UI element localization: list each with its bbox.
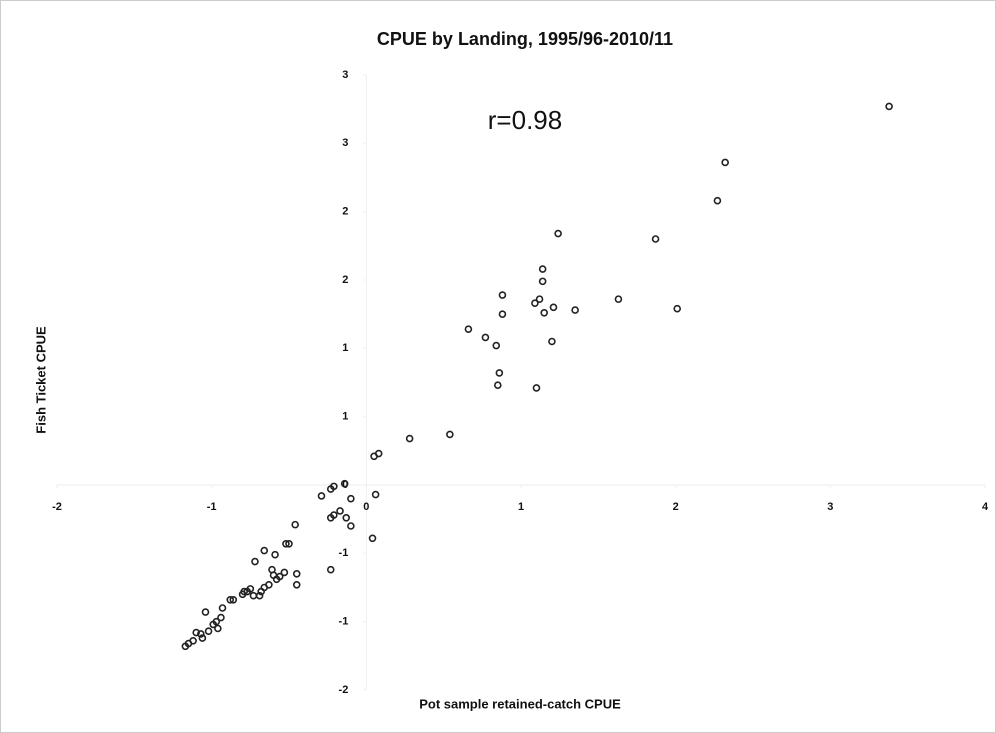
point	[217, 613, 225, 622]
point	[554, 229, 562, 238]
point	[260, 546, 269, 555]
point	[368, 534, 377, 543]
point	[198, 634, 207, 642]
point	[197, 630, 205, 638]
point	[535, 295, 544, 303]
point	[271, 550, 279, 559]
point	[317, 492, 326, 500]
y-tick-label: 2	[342, 206, 348, 218]
y-tick-label: -1	[339, 616, 349, 628]
point	[291, 520, 299, 529]
point	[255, 591, 264, 600]
point	[201, 608, 210, 616]
chart-title: CPUE by Landing, 1995/96-2010/11	[377, 29, 673, 49]
point	[885, 102, 893, 111]
point	[498, 310, 507, 318]
point	[614, 295, 623, 303]
point	[218, 604, 227, 612]
point	[549, 303, 558, 312]
x-tick-label: -2	[52, 501, 62, 513]
point	[347, 522, 355, 530]
point	[446, 430, 454, 439]
x-tick-label: 1	[518, 501, 524, 513]
point	[571, 306, 579, 314]
point	[347, 494, 355, 503]
point	[538, 277, 547, 286]
point	[370, 452, 378, 461]
point	[342, 513, 351, 522]
point	[251, 557, 259, 566]
point	[531, 299, 539, 308]
point	[481, 333, 490, 342]
point	[336, 507, 344, 515]
point	[493, 381, 502, 390]
y-tick-label: -2	[339, 684, 349, 696]
point	[498, 291, 507, 299]
point	[272, 575, 281, 584]
point	[209, 620, 218, 629]
x-tick-label: 4	[982, 501, 989, 513]
y-tick-label: 1	[342, 411, 348, 423]
point	[214, 624, 222, 633]
y-tick-label: 2	[342, 274, 348, 286]
point	[326, 513, 335, 522]
point	[371, 490, 380, 499]
point	[226, 595, 235, 604]
point	[292, 570, 301, 578]
x-tick-label: 2	[673, 501, 679, 513]
point	[538, 265, 547, 273]
point	[721, 158, 729, 167]
point	[181, 642, 190, 651]
point	[285, 539, 293, 548]
point	[326, 565, 335, 574]
y-tick-label: 3	[342, 69, 348, 81]
point	[280, 568, 289, 577]
point	[192, 628, 200, 637]
point	[651, 235, 660, 243]
point	[548, 337, 556, 346]
x-axis-label: Pot sample retained-catch CPUE	[419, 696, 621, 711]
point	[495, 369, 504, 377]
x-tick-label: 0	[363, 501, 369, 513]
point	[464, 325, 473, 334]
y-tick-label: 1	[342, 342, 348, 354]
point	[405, 434, 414, 443]
point	[282, 539, 290, 548]
point	[326, 485, 335, 493]
annotation: r=0.98	[488, 105, 562, 135]
point	[532, 384, 541, 392]
point	[257, 587, 265, 596]
point	[204, 627, 213, 636]
point	[238, 590, 247, 599]
point	[492, 341, 501, 350]
x-tick-label: -1	[207, 501, 217, 513]
point	[292, 580, 301, 589]
point	[713, 196, 722, 205]
y-tick-label: 0	[342, 479, 348, 491]
x-tick-label: 3	[827, 501, 833, 513]
point	[540, 308, 549, 317]
point	[673, 304, 682, 313]
y-axis-label: Fish Ticket CPUE	[33, 326, 48, 434]
y-tick-label: 3	[342, 137, 348, 149]
point	[229, 595, 238, 604]
y-tick-label: -1	[339, 547, 349, 559]
point	[340, 479, 349, 488]
